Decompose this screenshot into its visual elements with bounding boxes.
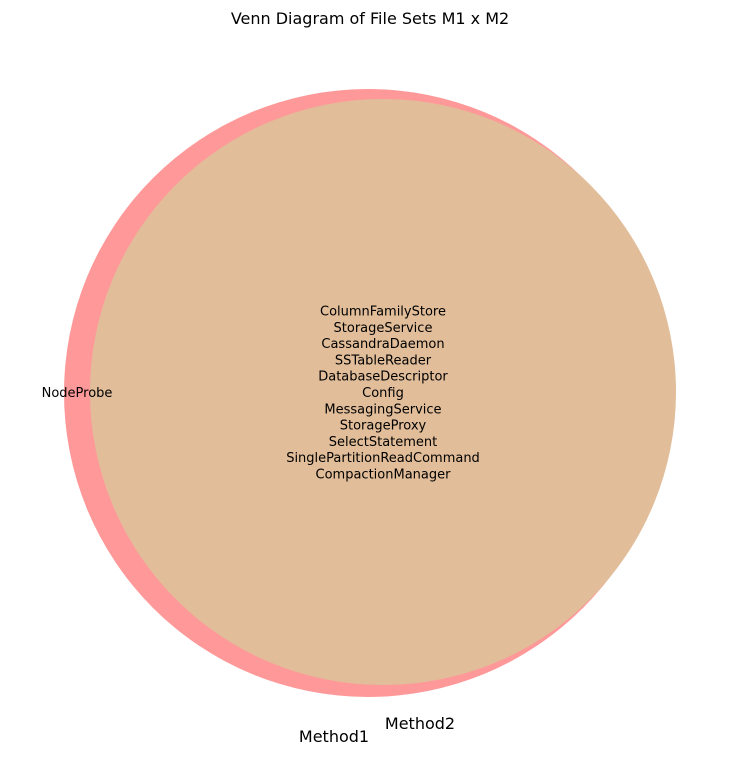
intersection-item: SSTableReader	[335, 353, 432, 368]
intersection-item: MessagingService	[324, 402, 441, 417]
chart-title: Venn Diagram of File Sets M1 x M2	[231, 9, 509, 28]
intersection-item: SinglePartitionReadCommand	[286, 451, 480, 466]
intersection-item: CompactionManager	[316, 468, 452, 483]
intersection-item: CassandraDaemon	[321, 337, 444, 352]
intersection-item: StorageService	[334, 321, 433, 336]
intersection-item: DatabaseDescriptor	[318, 370, 448, 385]
set-label-method2: Method2	[385, 714, 455, 733]
intersection-item: SelectStatement	[329, 435, 438, 450]
only-method1-item: NodeProbe	[42, 386, 113, 401]
intersection-item: Config	[362, 386, 404, 401]
region-intersection: ColumnFamilyStoreStorageServiceCassandra…	[286, 305, 480, 483]
set-circle-method2	[90, 99, 676, 685]
region-only-method1: NodeProbe	[42, 386, 113, 401]
intersection-item: ColumnFamilyStore	[320, 305, 446, 320]
intersection-item: StorageProxy	[340, 419, 427, 434]
set-label-method1: Method1	[299, 727, 369, 746]
